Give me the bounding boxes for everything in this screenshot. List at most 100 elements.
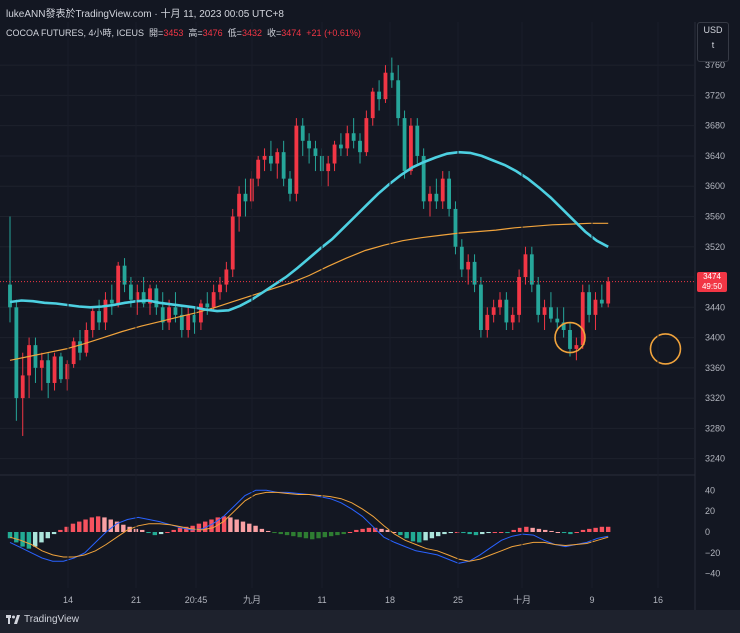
macd-histogram-bar bbox=[284, 532, 290, 536]
macd-tick-label: −40 bbox=[705, 569, 720, 579]
macd-histogram-bar bbox=[454, 532, 460, 533]
last-price-value: 3474 bbox=[703, 272, 721, 281]
macd-histogram-bar bbox=[347, 532, 353, 533]
time-tick-label: 16 bbox=[653, 595, 663, 605]
price-tick-label: 3600 bbox=[705, 181, 725, 191]
time-tick-label: 九月 bbox=[243, 595, 261, 605]
price-tick-label: 3320 bbox=[705, 393, 725, 403]
candle-body bbox=[574, 345, 579, 349]
macd-histogram-bar bbox=[328, 532, 334, 537]
candle-body bbox=[160, 307, 165, 323]
macd-histogram-bar bbox=[114, 521, 120, 532]
macd-histogram-bar bbox=[385, 529, 391, 532]
candle-body bbox=[307, 140, 312, 149]
macd-tick-label: −20 bbox=[705, 548, 720, 558]
price-tick-label: 3520 bbox=[705, 242, 725, 252]
currency-unit-button[interactable]: USD t bbox=[697, 22, 729, 62]
macd-histogram-bar bbox=[32, 532, 38, 547]
macd-histogram-bar bbox=[26, 532, 32, 549]
candle-body bbox=[606, 281, 611, 304]
candle-body bbox=[27, 345, 32, 376]
symbol-label[interactable]: COCOA FUTURES, 4小時, ICEUS bbox=[6, 28, 145, 38]
macd-histogram-bar bbox=[587, 528, 592, 532]
macd-histogram-bar bbox=[77, 521, 82, 532]
macd-histogram-bar bbox=[316, 532, 321, 539]
candle-body bbox=[14, 307, 19, 399]
candle-body bbox=[568, 330, 572, 349]
time-tick-label: 25 bbox=[453, 595, 463, 605]
macd-histogram-bar bbox=[95, 516, 101, 532]
close-value: 3474 bbox=[281, 28, 302, 38]
candle-body bbox=[453, 208, 458, 247]
macd-histogram-bar bbox=[202, 521, 208, 532]
candle-body bbox=[199, 303, 203, 323]
last-price-tag: 3474 49:50 bbox=[697, 272, 727, 292]
macd-histogram-bar bbox=[228, 517, 233, 532]
header-bar: lukeANN發表於TradingView.com · 十月 11, 2023 … bbox=[0, 0, 740, 22]
macd-tick-label: 40 bbox=[705, 485, 715, 495]
candle-body bbox=[389, 72, 394, 81]
candle-body bbox=[421, 155, 426, 202]
macd-histogram-bar bbox=[64, 526, 69, 532]
macd-histogram-bar bbox=[259, 528, 265, 532]
macd-histogram-bar bbox=[473, 532, 479, 536]
macd-histogram-bar bbox=[341, 532, 346, 535]
macd-histogram-bar bbox=[234, 519, 239, 532]
candle-body bbox=[523, 254, 528, 278]
macd-histogram-bar bbox=[480, 532, 485, 535]
macd-histogram-bar bbox=[379, 528, 384, 532]
candle-body bbox=[275, 152, 280, 164]
candle-body bbox=[351, 133, 356, 141]
time-tick-label: 18 bbox=[385, 595, 395, 605]
candle-body bbox=[491, 307, 496, 315]
macd-histogram-bar bbox=[599, 526, 605, 532]
macd-histogram-bar bbox=[152, 532, 158, 536]
time-tick-label: 11 bbox=[317, 595, 326, 605]
macd-tick-label: 20 bbox=[705, 506, 715, 516]
candle-body bbox=[173, 307, 178, 315]
macd-histogram-bar bbox=[404, 532, 409, 539]
open-value: 3453 bbox=[163, 28, 184, 38]
macd-histogram-bar bbox=[310, 532, 315, 540]
macd-histogram-bar bbox=[196, 523, 202, 532]
macd-histogram-bar bbox=[51, 532, 57, 535]
macd-tick-label: 0 bbox=[705, 527, 710, 537]
candle-body bbox=[396, 80, 401, 119]
tradingview-logo[interactable]: TradingView bbox=[6, 614, 79, 625]
candle-body bbox=[498, 299, 502, 308]
candle-body bbox=[345, 133, 350, 149]
price-tick-label: 3360 bbox=[705, 363, 725, 373]
candle-body bbox=[326, 163, 331, 172]
swing-low-circle bbox=[649, 333, 682, 365]
candle-body bbox=[377, 91, 382, 100]
macd-histogram-bar bbox=[83, 519, 88, 532]
macd-histogram-bar bbox=[461, 532, 466, 534]
macd-histogram-bar bbox=[524, 526, 529, 532]
macd-histogram-bar bbox=[574, 532, 579, 533]
macd-histogram-bar bbox=[209, 519, 214, 532]
candle-body bbox=[479, 284, 483, 330]
macd-histogram-bar bbox=[423, 532, 428, 541]
time-tick-label: 21 bbox=[131, 595, 141, 605]
candle-body bbox=[109, 299, 114, 304]
candle-body bbox=[440, 178, 445, 202]
candle-body bbox=[504, 299, 509, 323]
macd-histogram-bar bbox=[536, 528, 542, 532]
candle-body bbox=[39, 360, 44, 368]
footer-brand: TradingView bbox=[24, 614, 80, 625]
macd-histogram-bar bbox=[498, 532, 504, 533]
macd-histogram-bar bbox=[278, 532, 283, 535]
candle-body bbox=[59, 356, 63, 380]
candle-body bbox=[434, 193, 439, 202]
candle-body bbox=[288, 178, 292, 194]
price-tick-label: 3400 bbox=[705, 333, 725, 343]
candle-body bbox=[383, 72, 388, 100]
macd-histogram-bar bbox=[253, 525, 258, 532]
candle-body bbox=[281, 152, 286, 179]
candle-body bbox=[122, 265, 127, 285]
macd-histogram-bar bbox=[58, 529, 63, 532]
candle-body bbox=[186, 314, 191, 330]
price-tick-label: 3760 bbox=[705, 60, 725, 70]
macd-histogram-bar bbox=[530, 527, 535, 532]
time-tick-label: 十月 bbox=[513, 594, 531, 605]
